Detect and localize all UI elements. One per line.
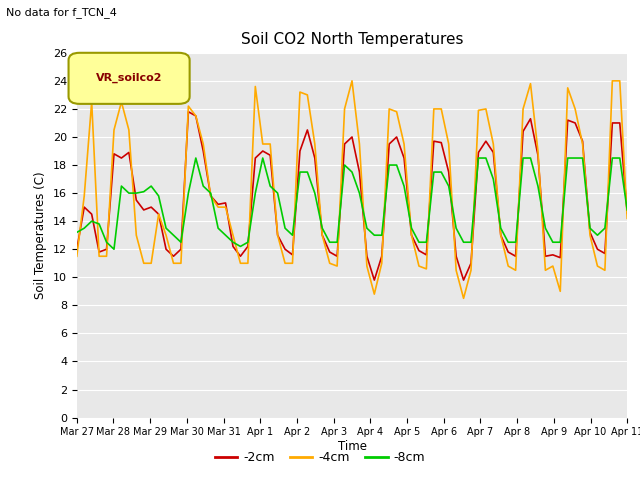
-2cm bbox=[579, 138, 586, 144]
-8cm bbox=[125, 190, 132, 196]
-2cm bbox=[184, 109, 192, 115]
-2cm bbox=[519, 129, 527, 134]
-8cm bbox=[504, 240, 512, 245]
-8cm bbox=[192, 155, 200, 161]
-2cm bbox=[623, 210, 631, 216]
-8cm bbox=[110, 246, 118, 252]
-2cm bbox=[541, 253, 549, 259]
-2cm bbox=[118, 155, 125, 161]
-8cm bbox=[73, 229, 81, 235]
-4cm bbox=[541, 267, 549, 273]
-4cm bbox=[623, 216, 631, 221]
FancyBboxPatch shape bbox=[68, 53, 189, 104]
Title: Soil CO2 North Temperatures: Soil CO2 North Temperatures bbox=[241, 33, 463, 48]
-4cm bbox=[579, 141, 586, 147]
-2cm bbox=[504, 249, 512, 255]
Y-axis label: Soil Temperatures (C): Soil Temperatures (C) bbox=[35, 171, 47, 299]
-2cm bbox=[527, 116, 534, 121]
-8cm bbox=[623, 207, 631, 213]
Line: -2cm: -2cm bbox=[77, 112, 627, 280]
-2cm bbox=[73, 246, 81, 252]
-4cm bbox=[118, 99, 125, 105]
-8cm bbox=[579, 155, 586, 161]
Line: -8cm: -8cm bbox=[77, 158, 627, 249]
-4cm bbox=[504, 263, 512, 269]
-4cm bbox=[73, 253, 81, 259]
-2cm bbox=[371, 277, 378, 283]
Text: VR_soilco2: VR_soilco2 bbox=[96, 73, 163, 84]
Legend: -2cm, -4cm, -8cm: -2cm, -4cm, -8cm bbox=[209, 446, 431, 469]
X-axis label: Time: Time bbox=[337, 440, 367, 453]
-8cm bbox=[541, 225, 549, 231]
Text: No data for f_TCN_4: No data for f_TCN_4 bbox=[6, 7, 117, 18]
-4cm bbox=[460, 296, 467, 301]
-4cm bbox=[527, 81, 534, 86]
-8cm bbox=[519, 155, 527, 161]
-4cm bbox=[348, 78, 356, 84]
-8cm bbox=[527, 155, 534, 161]
Line: -4cm: -4cm bbox=[77, 81, 627, 299]
-4cm bbox=[519, 106, 527, 112]
